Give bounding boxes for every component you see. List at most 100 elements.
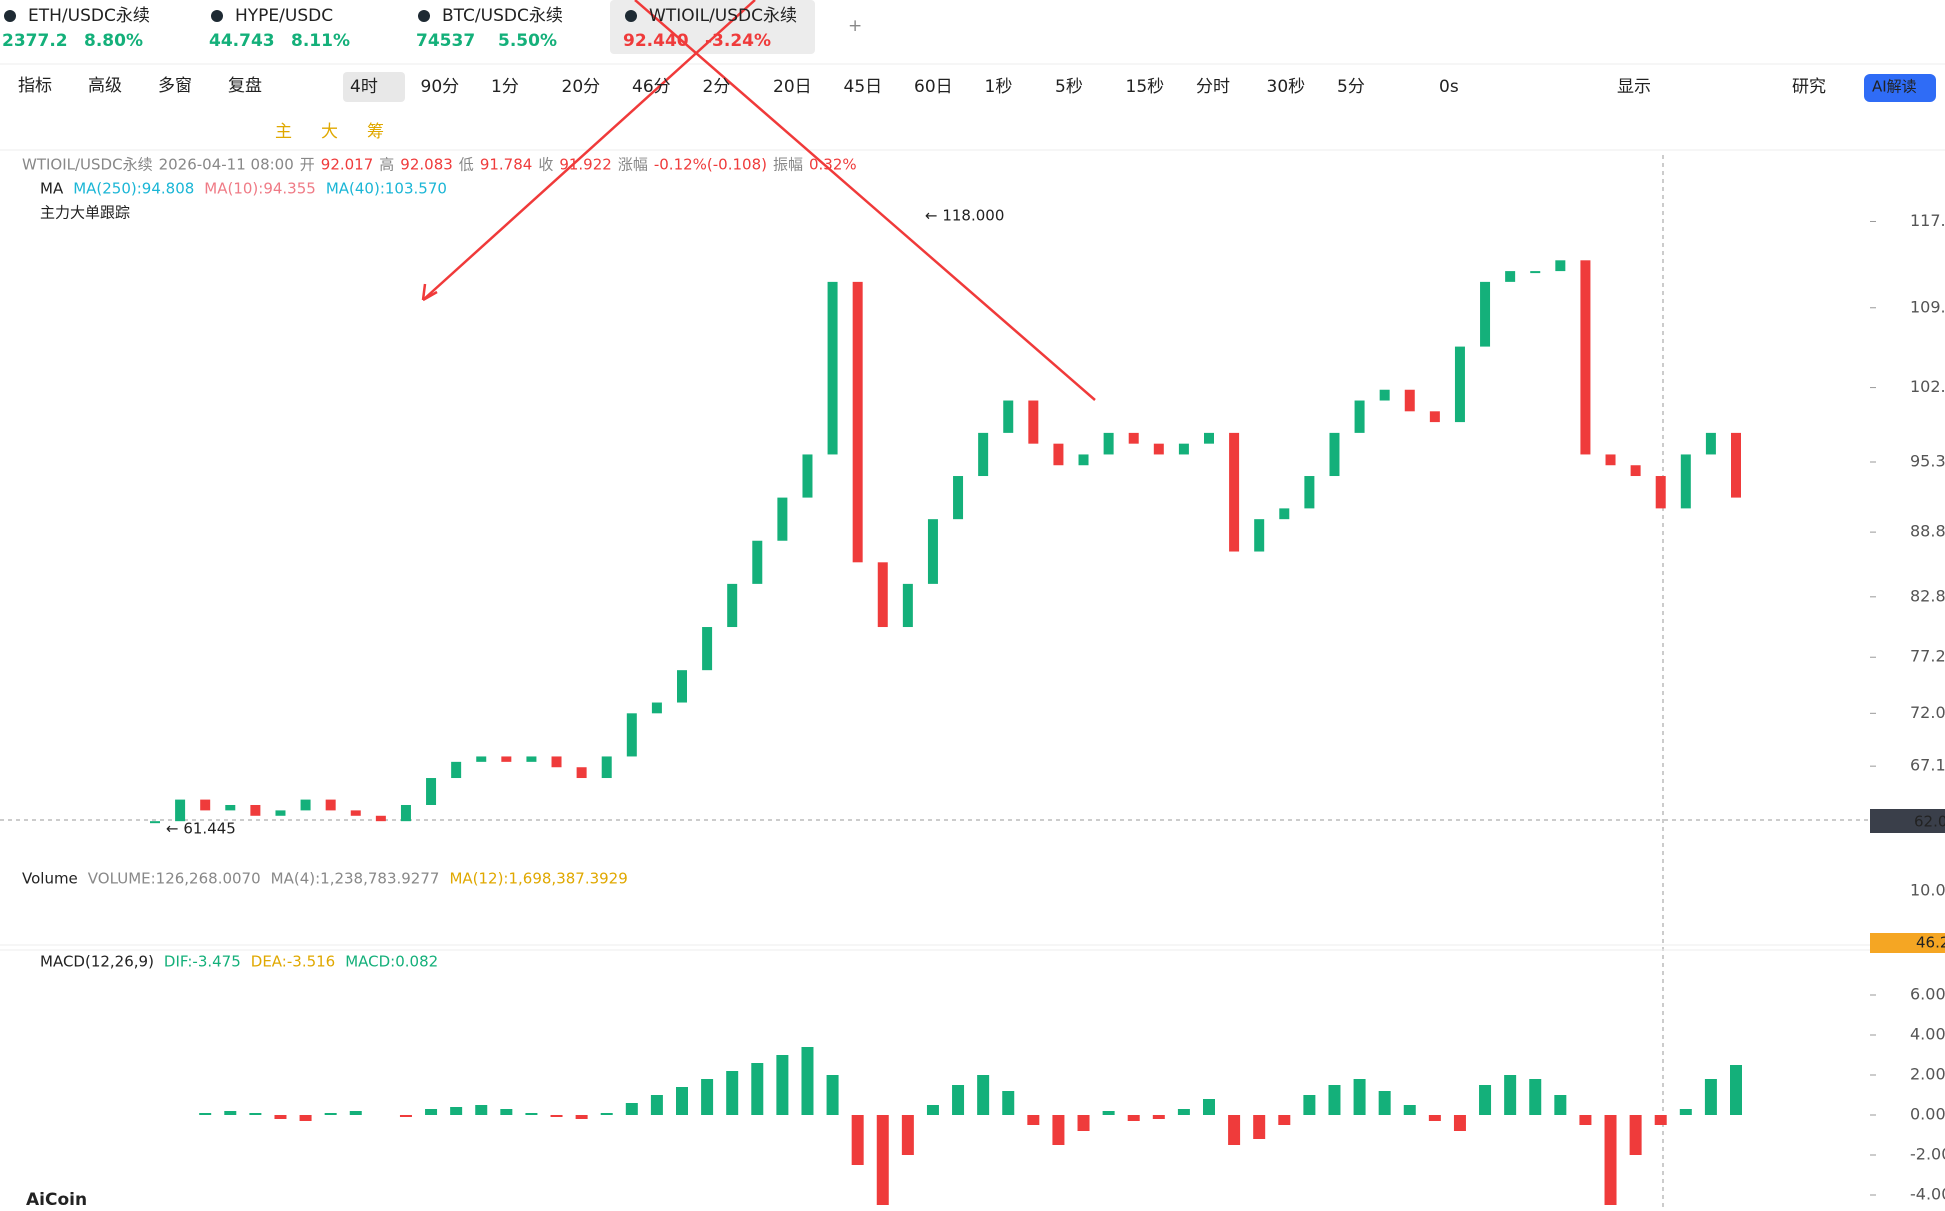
candle [1128,432,1139,444]
tool-button[interactable]: 复盘 [228,76,262,96]
macd-bar [701,1079,714,1115]
high-annotation: ← 118.000 [925,207,1004,225]
ohlc-info: 2026-04-11 08:00 [159,156,294,174]
volume-info: VOLUME:126,268.0070 [88,870,261,888]
interval-button[interactable]: 2分 [703,77,731,97]
tab-symbol[interactable]: WTIOIL/USDC永续 [649,6,797,26]
candle [677,670,687,703]
tab-symbol[interactable]: BTC/USDC永续 [442,6,563,26]
macd-bar [801,1047,814,1115]
interval-button[interactable]: 1秒 [985,77,1013,97]
toolbar-right[interactable]: AI解读 [1872,78,1917,96]
interval-button[interactable]: 90分 [421,77,460,97]
macd-bar [199,1113,212,1115]
candle [827,281,838,455]
tab-change[interactable]: 8.80% [84,31,143,51]
interval-button[interactable]: 20日 [773,77,812,97]
macd-bar [901,1115,914,1155]
ohlc-info: 92.083 [400,156,453,174]
tab-icon[interactable] [211,10,223,22]
tab-price[interactable]: 2377.2 [2,31,68,51]
interval-button[interactable]: 60日 [914,77,953,97]
interval-button[interactable]: 分时 [1196,77,1230,97]
candle [978,432,989,477]
ma-info: MA(40):103.570 [326,180,447,198]
macd-bar [1052,1115,1065,1145]
tab-price[interactable]: 92.440 [623,31,689,51]
tab-price[interactable]: 44.743 [209,31,275,51]
interval-button[interactable]: 15秒 [1126,77,1165,97]
active-tab-bg [610,0,815,54]
panel-button[interactable]: 大 [321,122,338,142]
macd-info: DIF:-3.475 [164,953,241,971]
tab-icon[interactable] [4,10,16,22]
macd-bar [726,1071,739,1115]
macd-bar [926,1105,939,1115]
interval-button[interactable]: 5秒 [1055,77,1083,97]
candle [1705,432,1716,455]
tab-price[interactable]: 74537 [416,31,475,51]
interval-button[interactable]: 5分 [1337,77,1365,97]
macd-bar [977,1075,990,1115]
candle [1003,400,1014,433]
macd-bar [1002,1091,1015,1115]
macd-bar [1278,1115,1291,1125]
volume-marker-bg [1870,933,1945,953]
toolbar-right[interactable]: 显示 [1617,77,1651,97]
y-tick-label: 82.8 [1910,586,1945,605]
ai-button-bg[interactable] [1864,74,1936,102]
interval-button[interactable]: 46分 [632,77,671,97]
panel-button[interactable]: 筹 [367,122,384,142]
tool-button[interactable]: 多窗 [158,76,192,96]
interval-button[interactable]: 30秒 [1267,77,1306,97]
interval-button[interactable]: 1分 [491,77,519,97]
ma-info: MA [40,180,64,198]
interval-button[interactable]: 4时 [350,77,378,97]
interval-button[interactable]: 45日 [844,77,883,97]
volume-info: Volume [22,870,78,888]
candle [476,756,487,762]
candle [1279,508,1290,520]
tab-change[interactable]: 8.11% [291,31,350,51]
toolbar-right[interactable]: 0s [1439,77,1459,97]
candle [300,799,311,811]
macd-bar [826,1075,839,1115]
macd-bar [1127,1115,1140,1121]
ohlc-info: 振幅 [773,156,803,174]
tab-symbol[interactable]: ETH/USDC永续 [28,6,150,26]
ohlc-info: 91.784 [480,156,533,174]
interval-button[interactable]: 20分 [562,77,601,97]
macd-bar [1654,1115,1667,1125]
ohlc-info: 高 [379,156,394,174]
candle [1530,271,1541,274]
candle [1053,443,1064,466]
toolbar-right[interactable]: 研究 [1792,77,1826,97]
macd-info: MACD:0.082 [345,953,438,971]
macd-bar [575,1115,588,1119]
macd-bar [625,1103,638,1115]
candle [1178,443,1189,455]
candle [1078,454,1089,466]
candle [325,799,336,811]
tab-icon[interactable] [418,10,430,22]
tab-change[interactable]: 5.50% [498,31,557,51]
tool-button[interactable]: 指标 [18,76,52,96]
macd-bar [1353,1079,1366,1115]
candle [702,627,713,671]
tab-symbol[interactable]: HYPE/USDC [235,6,333,26]
tab-change[interactable]: -3.24% [705,31,771,51]
candle [1429,411,1440,423]
macd-bar [1529,1079,1542,1115]
candle [601,756,612,779]
candle [551,756,562,768]
candle [501,756,512,762]
macd-bar [324,1113,337,1115]
add-tab[interactable]: + [848,16,862,36]
tab-icon[interactable] [625,10,637,22]
macd-bar [1554,1095,1567,1115]
tool-button[interactable]: 高级 [88,76,122,96]
macd-bar [1504,1075,1517,1115]
panel-button[interactable]: 主 [275,122,292,142]
candle [250,804,261,816]
macd-bar [1679,1109,1692,1115]
